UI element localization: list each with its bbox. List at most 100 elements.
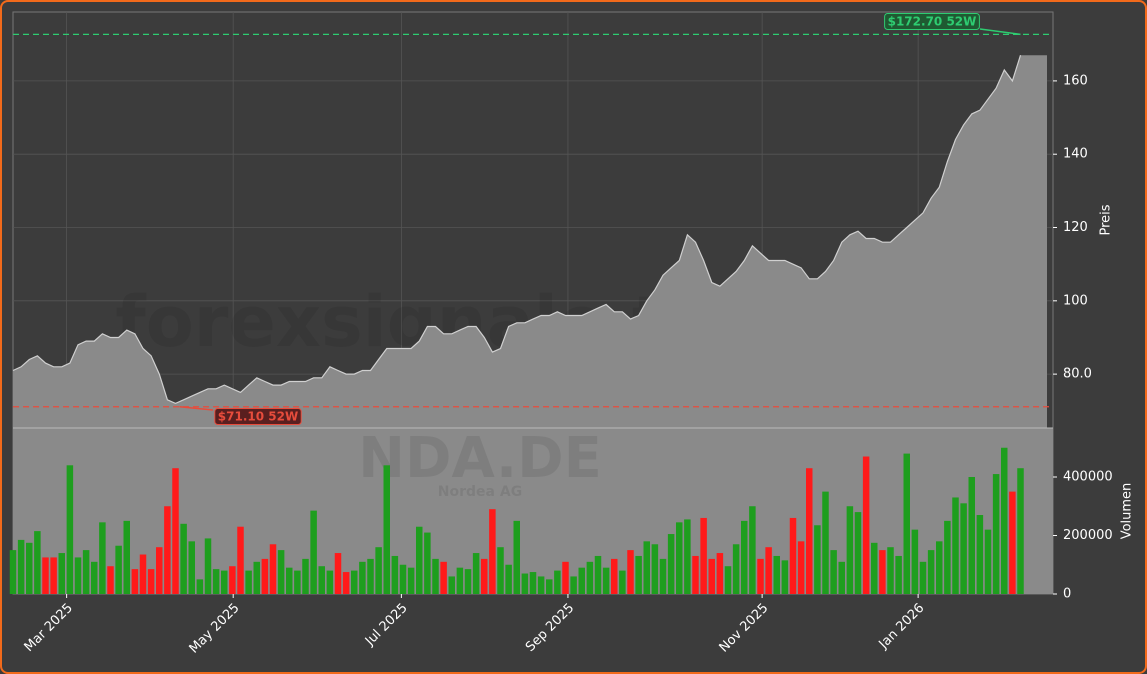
volume-bar (302, 558, 309, 594)
volume-bar (440, 561, 447, 594)
volume-bar (456, 567, 464, 594)
volume-bar (131, 569, 139, 594)
volume-bar (123, 520, 130, 594)
volume-bar (180, 523, 187, 594)
y-tick-label: 80.0 (1063, 367, 1092, 382)
volume-bar (399, 564, 407, 594)
volume-bar (562, 561, 569, 594)
volume-bar (643, 541, 650, 594)
volume-bar (903, 453, 910, 594)
volume-bar (407, 567, 415, 594)
volume-bar (497, 547, 504, 594)
volume-bar (66, 465, 74, 594)
volume-bar (42, 557, 49, 594)
volume-bar (1001, 447, 1008, 594)
volume-bar (676, 522, 683, 594)
volume-bar (359, 561, 366, 594)
volume-bar (846, 506, 854, 594)
x-tick-label: Sep 2025 (523, 601, 577, 655)
volume-bar (984, 529, 992, 594)
volume-bar (286, 567, 293, 594)
x-tick-label: May 2025 (187, 601, 243, 657)
volume-bar (659, 558, 667, 594)
volume-bar (854, 512, 862, 594)
volume-bar (862, 456, 870, 594)
volume-bar (9, 550, 17, 594)
volume-bar (602, 567, 610, 594)
volume-bar (611, 558, 618, 594)
volume-bar (1009, 491, 1016, 594)
volume-bar (375, 547, 382, 594)
volume-bar (830, 550, 837, 594)
annotation-box (214, 408, 302, 425)
volume-bar (513, 520, 520, 594)
y-tick-label: 120 (1063, 220, 1088, 235)
volume-bar (481, 558, 488, 594)
annotation-arrow (179, 405, 214, 411)
x-tick-label: Jul 2025 (362, 601, 411, 650)
volume-bar (716, 553, 724, 594)
y-axis-label: Preis (1099, 204, 1114, 235)
volume-bar (992, 474, 1000, 594)
y-axis-label: Volumen (1120, 483, 1135, 540)
volume-bar (806, 468, 813, 594)
volume-bar (879, 550, 886, 594)
volume-bar (164, 506, 171, 594)
volume-bar (797, 541, 805, 594)
y-tick-label: 0 (1063, 587, 1071, 602)
volume-bar (919, 561, 927, 594)
volume-bar (911, 529, 919, 594)
volume-bar (936, 541, 943, 594)
company-watermark: Nordea AG (438, 484, 522, 500)
volume-bar (391, 555, 399, 594)
volume-bar (814, 525, 821, 594)
volume-bar (546, 579, 553, 594)
y-tick-label: 100 (1063, 293, 1088, 308)
annotation-box (884, 13, 980, 30)
y-tick-label: 160 (1063, 73, 1088, 88)
volume-bar (927, 550, 935, 594)
volume-bar (757, 558, 764, 594)
volume-bar (667, 534, 675, 594)
volume-bar (448, 576, 455, 594)
volume-bar (960, 503, 967, 594)
volume-bar (789, 517, 797, 594)
volume-bar (968, 476, 975, 594)
volume-bar (188, 541, 195, 594)
volume-bar (521, 573, 529, 594)
volume-bar (651, 544, 659, 594)
volume-bar (245, 570, 252, 594)
volume-bar (310, 510, 317, 594)
volume-bar (269, 544, 277, 594)
volume-bar (147, 569, 155, 594)
volume-bar (351, 570, 358, 594)
volume-bar (944, 520, 951, 594)
volume-bar (1017, 468, 1024, 594)
annotation-arrow (979, 28, 1021, 36)
volume-bar (700, 517, 707, 594)
volume-bar (741, 520, 748, 594)
volume-bar (115, 545, 122, 594)
x-tick-label: Nov 2025 (717, 601, 772, 656)
volume-bar (237, 526, 244, 594)
volume-bar (976, 515, 984, 594)
ticker-watermark: NDA.DE (358, 426, 602, 491)
volume-bar (334, 553, 342, 594)
volume-bar (424, 532, 431, 594)
volume-bar (383, 465, 390, 594)
volume-bar (277, 550, 285, 594)
volume-bar (172, 468, 179, 594)
volume-bar (708, 558, 715, 594)
volume-bar (724, 566, 732, 594)
volume-bar (619, 570, 626, 594)
volume-bar (781, 560, 789, 594)
volume-bar (416, 526, 423, 594)
annotation-label: $71.10 52W (218, 410, 298, 424)
volume-bar (26, 542, 33, 594)
volume-bar (822, 491, 829, 594)
volume-bar (529, 572, 537, 594)
volume-bar (895, 555, 902, 594)
volume-bar (229, 566, 236, 594)
volume-bar (50, 557, 57, 594)
